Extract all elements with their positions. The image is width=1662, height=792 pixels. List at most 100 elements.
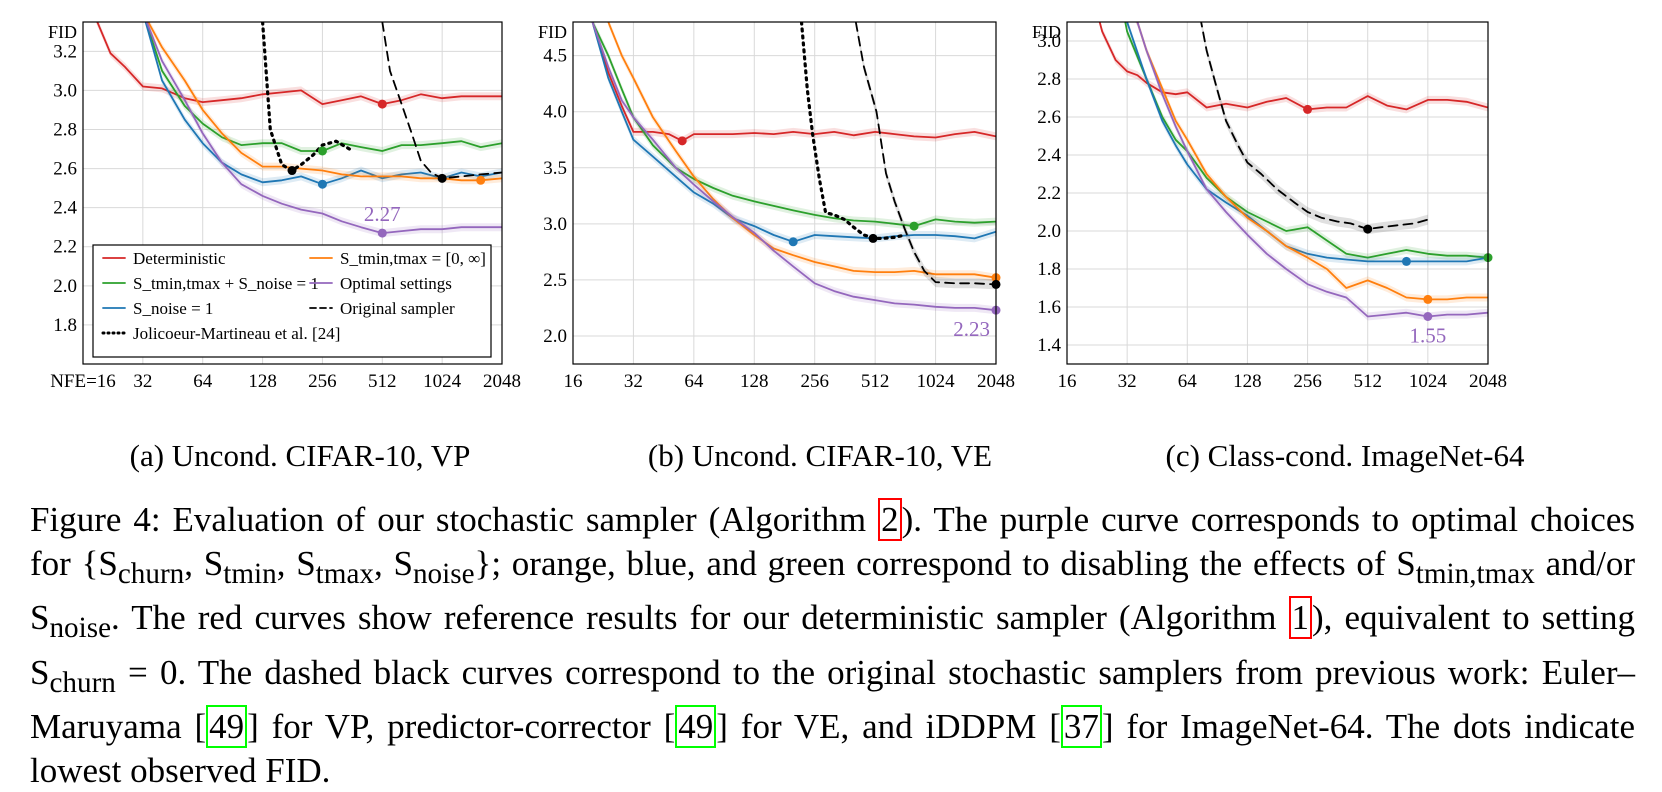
y-tick-label: 3.0 xyxy=(53,80,77,101)
best-point-original xyxy=(1363,224,1373,234)
x-tick-label: 32 xyxy=(624,371,643,392)
series-line-optimal xyxy=(145,22,502,235)
chart-panel-b: 2.0 2.5 3.0 3.5 4.0 4.5 FID 16 32 64 128 256 512 1024… xyxy=(538,21,1015,392)
x-tick-label: 1024 xyxy=(1409,371,1448,392)
y-tick-label: 4.5 xyxy=(543,46,567,67)
legend-label-noise1: S_noise = 1 xyxy=(133,299,213,318)
y-tick-label: 2.8 xyxy=(1037,69,1061,90)
caption-text: ] for ImageNet-64. The dots indicate low… xyxy=(30,707,1635,790)
x-tick-label: 512 xyxy=(1353,371,1382,392)
x-tick-label: 2048 xyxy=(1469,371,1507,392)
best-point-tminmax_inf xyxy=(1423,294,1433,304)
best-point-optimal xyxy=(377,228,387,238)
legend-label-tminmax_noise: S_tmin,tmax + S_noise = 1 xyxy=(133,274,319,293)
caption-text: ). The purple curve corresponds to optim… xyxy=(30,500,1635,583)
series-line-tminmax_inf xyxy=(1136,22,1488,301)
caption-text: ), equivalent to setting S xyxy=(30,598,1636,692)
x-tick-label: 512 xyxy=(368,371,397,392)
x-tick-label: 2048 xyxy=(977,371,1015,392)
x-tick-label: 256 xyxy=(800,371,829,392)
ref-49-link[interactable]: 49 xyxy=(206,705,248,748)
best-point-tminmax_noise xyxy=(317,146,327,156)
best-point-jolicoeur xyxy=(868,233,878,243)
y-tick-label: 2.5 xyxy=(543,270,567,291)
series-line-original xyxy=(854,22,996,286)
series-band-noise1 xyxy=(592,22,996,246)
best-value-annotation: 2.23 xyxy=(953,317,990,341)
best-point-deterministic xyxy=(1303,104,1313,114)
caption-text: , S xyxy=(373,543,413,583)
x-tick-label: 1024 xyxy=(917,371,956,392)
best-point-noise1 xyxy=(317,179,327,189)
series-group xyxy=(95,22,502,238)
y-tick-label: 1.8 xyxy=(53,315,77,336)
best-value-annotation: 2.27 xyxy=(364,202,401,226)
series-band-noise1 xyxy=(144,22,502,189)
series-band-original xyxy=(855,22,996,290)
y-tick-label: 2.6 xyxy=(1037,107,1061,128)
x-tick-label: 64 xyxy=(684,371,704,392)
caption-subscript: noise xyxy=(49,612,112,644)
panel-caption-c: (c) Class-cond. ImageNet-64 xyxy=(1165,438,1525,473)
y-tick-label: 3.5 xyxy=(543,158,567,179)
series-line-jolicoeur xyxy=(261,22,351,173)
ref-algorithm-2-link[interactable]: 2 xyxy=(878,498,902,541)
best-point-noise1 xyxy=(1401,256,1411,266)
x-tick-label: 1024 xyxy=(423,371,462,392)
x-tick-label: 64 xyxy=(1178,371,1198,392)
x-tick-label: 16 xyxy=(564,371,583,392)
legend-label-optimal: Optimal settings xyxy=(340,274,452,293)
series-line-original xyxy=(1200,22,1429,231)
y-tick-label: 2.0 xyxy=(53,276,77,297)
caption-text: }; orange, blue, and green correspond to… xyxy=(474,543,1416,583)
caption-text: and/or S xyxy=(30,543,1635,638)
legend: Deterministic S_tmin,tmax + S_noise = 1 S_… xyxy=(92,244,492,358)
series-line-original xyxy=(381,22,502,180)
best-value-annotation: 1.55 xyxy=(1409,324,1446,348)
x-tick-label: NFE=16 xyxy=(50,371,116,392)
best-point-jolicoeur xyxy=(287,166,297,176)
caption-subscript: tmax xyxy=(315,557,374,590)
plot-frame xyxy=(572,21,997,365)
legend-label-tminmax_inf: S_tmin,tmax = [0, ∞] xyxy=(340,249,486,268)
y-tick-label: 2.4 xyxy=(1037,145,1061,166)
y-tick-label: 2.2 xyxy=(53,237,77,258)
x-tick-label: 128 xyxy=(248,371,277,392)
series-line-jolicoeur xyxy=(799,22,907,240)
panel-caption-b: (b) Uncond. CIFAR-10, VE xyxy=(647,438,993,473)
caption-subscript: churn xyxy=(49,666,116,699)
x-tick-label: 256 xyxy=(1293,371,1322,392)
series-line-deterministic xyxy=(96,22,502,105)
y-tick-label: 4.0 xyxy=(543,102,567,123)
y-tick-label: 1.4 xyxy=(1037,335,1061,356)
ref-algorithm-1-link[interactable]: 1 xyxy=(1288,596,1313,639)
caption-text: . The red curves show reference results … xyxy=(111,598,1289,637)
y-tick-label: 3.2 xyxy=(53,41,77,62)
series-band-tminmax_inf xyxy=(146,22,502,185)
caption-text: Figure 4: Evaluation of our stochastic s… xyxy=(30,500,879,539)
y-axis-label: FID xyxy=(48,22,77,42)
caption-text: ] for VE, and iDDPM [ xyxy=(716,707,1061,746)
series-band-deterministic xyxy=(95,22,502,109)
y-tick-label: 2.4 xyxy=(53,198,77,219)
caption-subscript: tmin,tmax xyxy=(1415,557,1535,590)
ref-37-link[interactable]: 37 xyxy=(1060,705,1102,748)
y-tick-label: 2.2 xyxy=(1037,183,1061,204)
y-tick-label: 1.8 xyxy=(1037,259,1061,280)
series-band-tminmax_noise xyxy=(144,22,502,155)
best-point-optimal xyxy=(1423,312,1433,321)
legend-label-original: Original sampler xyxy=(340,299,455,318)
x-tick-label: 32 xyxy=(133,371,152,392)
best-point-original xyxy=(437,173,447,183)
best-point-noise1 xyxy=(788,237,798,247)
series-line-optimal xyxy=(1136,22,1488,318)
y-axis-label: FID xyxy=(1032,22,1061,42)
y-tick-label: 3.0 xyxy=(543,214,567,235)
x-tick-label: 128 xyxy=(1233,371,1262,392)
series-group xyxy=(1098,22,1488,321)
series-line-tminmax_noise xyxy=(1124,22,1488,259)
legend-label-jolicoeur: Jolicoeur-Martineau et al. [24] xyxy=(133,324,340,343)
ref-49-link[interactable]: 49 xyxy=(675,705,717,748)
